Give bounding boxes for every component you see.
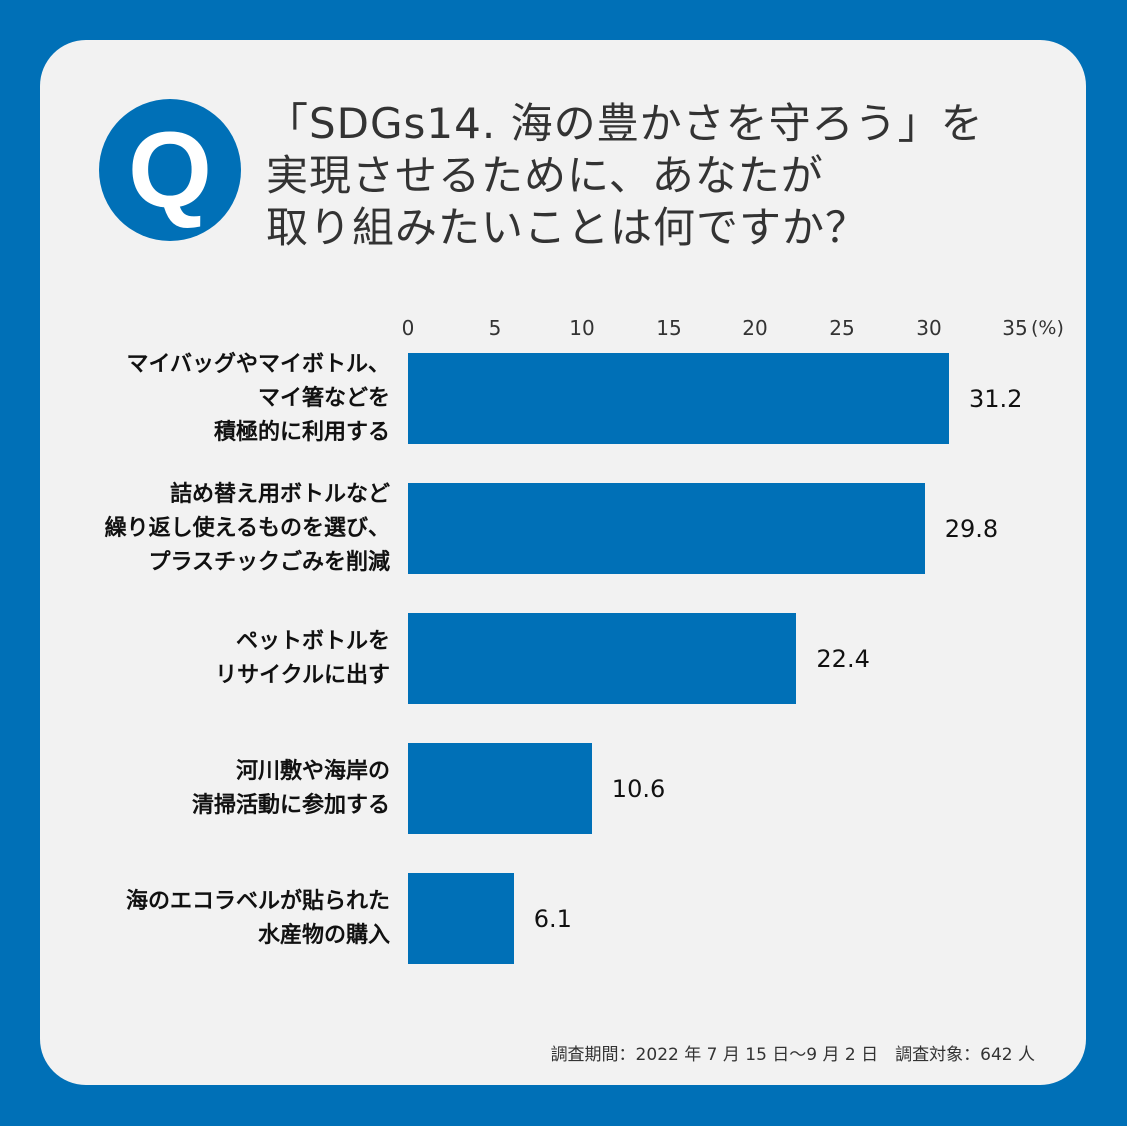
bar-value-label: 31.2 bbox=[969, 384, 1023, 413]
bar bbox=[408, 873, 514, 964]
category-label-line: マイバッグやマイボトル、 bbox=[126, 351, 390, 377]
bar bbox=[408, 353, 949, 444]
question-title: 「SDGs14. 海の豊かさを守ろう」を 実現させるために、あなたが 取り組みた… bbox=[266, 98, 1026, 254]
category-label-line: 水産物の購入 bbox=[257, 922, 390, 948]
survey-footnote: 調査期間：2022 年 7 月 15 日～9 月 2 日 調査対象：642 人 bbox=[550, 1045, 1035, 1065]
title-line-1: 「SDGs14. 海の豊かさを守ろう」を bbox=[266, 99, 984, 148]
x-tick: 10 bbox=[569, 316, 595, 340]
category-label-line: 積極的に利用する bbox=[213, 419, 390, 445]
category-label-line: マイ箸などを bbox=[257, 385, 390, 411]
category-label-line: プラスチックごみを削減 bbox=[148, 549, 390, 575]
bar bbox=[408, 483, 925, 574]
category-label-line: 海のエコラベルが貼られた bbox=[125, 888, 390, 914]
question-badge-icon: Q bbox=[99, 99, 241, 241]
category-label: 詰め替え用ボトルなど繰り返し使えるものを選び、プラスチックごみを削減 bbox=[105, 478, 390, 580]
bar bbox=[408, 613, 797, 704]
title-line-2: 実現させるために、あなたが bbox=[266, 151, 824, 200]
bar-value-label: 6.1 bbox=[533, 904, 572, 933]
x-tick: 15 bbox=[656, 316, 682, 340]
x-axis-unit: (%) bbox=[1031, 317, 1064, 339]
bar-value-label: 22.4 bbox=[816, 644, 870, 673]
x-tick: 20 bbox=[742, 316, 768, 340]
x-tick: 35 bbox=[1002, 316, 1028, 340]
x-tick: 25 bbox=[829, 316, 855, 340]
category-label-line: リサイクルに出す bbox=[215, 662, 390, 688]
category-label-line: 繰り返し使えるものを選び、 bbox=[104, 515, 390, 541]
category-label-line: 清掃活動に参加する bbox=[191, 792, 390, 818]
x-axis: 0 5 10 15 20 25 30 35 (%) bbox=[0, 314, 1127, 344]
category-label: 海のエコラベルが貼られた水産物の購入 bbox=[126, 885, 390, 953]
title-line-3: 取り組みたいことは何ですか？ bbox=[266, 203, 869, 252]
x-tick: 0 bbox=[401, 316, 415, 340]
bar-value-label: 10.6 bbox=[611, 774, 666, 803]
category-label: マイバッグやマイボトル、マイ箸などを積極的に利用する bbox=[126, 348, 390, 450]
category-label-line: 河川敷や海岸の bbox=[235, 758, 390, 784]
category-label-line: 詰め替え用ボトルなど bbox=[169, 481, 390, 507]
x-tick: 30 bbox=[916, 316, 942, 340]
bar bbox=[408, 743, 592, 834]
category-label: 河川敷や海岸の清掃活動に参加する bbox=[192, 755, 390, 823]
bar-value-label: 29.8 bbox=[944, 514, 999, 543]
x-tick: 5 bbox=[488, 316, 502, 340]
category-label: ペットボトルをリサイクルに出す bbox=[215, 625, 390, 693]
category-label-line: ペットボトルを bbox=[235, 628, 390, 654]
